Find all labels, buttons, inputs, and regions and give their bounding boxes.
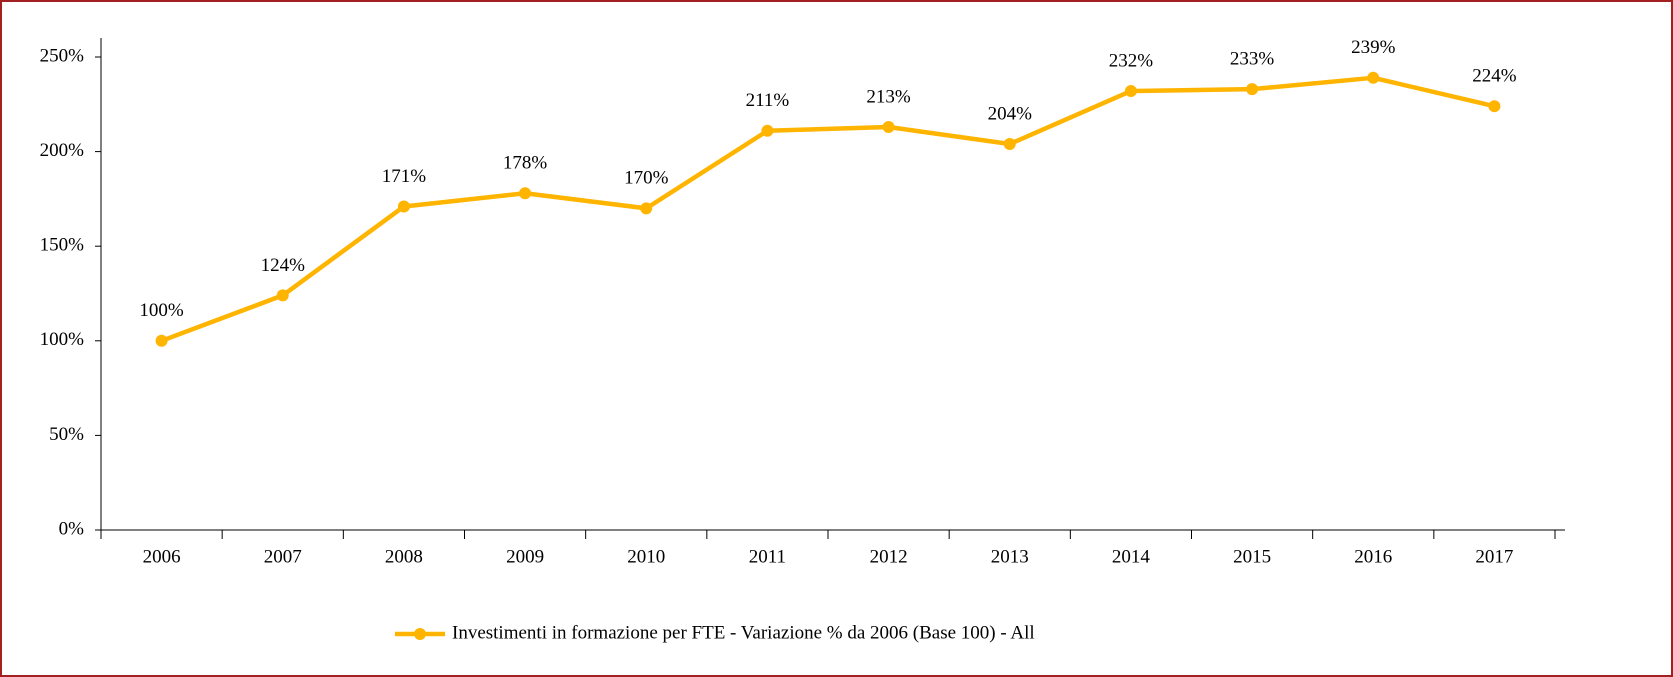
x-tick-label: 2014 [1112,546,1151,567]
data-label: 171% [382,166,427,187]
data-point [155,334,168,347]
legend-label: Investimenti in formazione per FTE - Var… [452,622,1035,643]
data-point [882,121,895,134]
data-point [276,289,289,302]
data-label: 204% [988,103,1033,124]
x-tick-label: 2008 [385,546,423,567]
x-tick-label: 2012 [870,546,908,567]
data-label: 211% [746,90,790,111]
data-point [519,187,532,200]
data-point [1367,71,1380,84]
x-tick-label: 2011 [749,546,786,567]
x-tick-label: 2013 [991,546,1029,567]
data-point [1488,100,1501,113]
y-tick-label: 200% [40,140,85,161]
data-label: 233% [1230,49,1275,70]
y-tick-label: 150% [40,235,85,256]
x-tick-label: 2006 [143,546,181,567]
x-tick-label: 2017 [1475,546,1513,567]
data-label: 124% [261,255,306,276]
data-point [761,124,774,137]
data-point [1003,138,1016,151]
series-line [160,75,1495,343]
data-label: 232% [1109,50,1154,71]
y-tick-label: 50% [49,424,84,445]
x-tick-label: 2009 [506,546,544,567]
x-tick-label: 2010 [627,546,665,567]
x-tick-label: 2016 [1354,546,1392,567]
data-point [397,200,410,213]
legend-marker [414,628,426,640]
y-tick-label: 100% [40,329,85,350]
data-label: 224% [1472,66,1517,87]
y-tick-label: 250% [40,45,85,66]
data-label: 170% [624,168,669,189]
data-label: 213% [866,86,911,107]
data-point [640,202,653,215]
data-point [1246,83,1259,96]
data-label: 178% [503,153,548,174]
data-label: 239% [1351,37,1396,58]
x-tick-label: 2015 [1233,546,1271,567]
data-label: 100% [139,300,184,321]
data-point [1124,85,1137,98]
y-tick-label: 0% [59,518,85,539]
x-tick-label: 2007 [264,546,302,567]
